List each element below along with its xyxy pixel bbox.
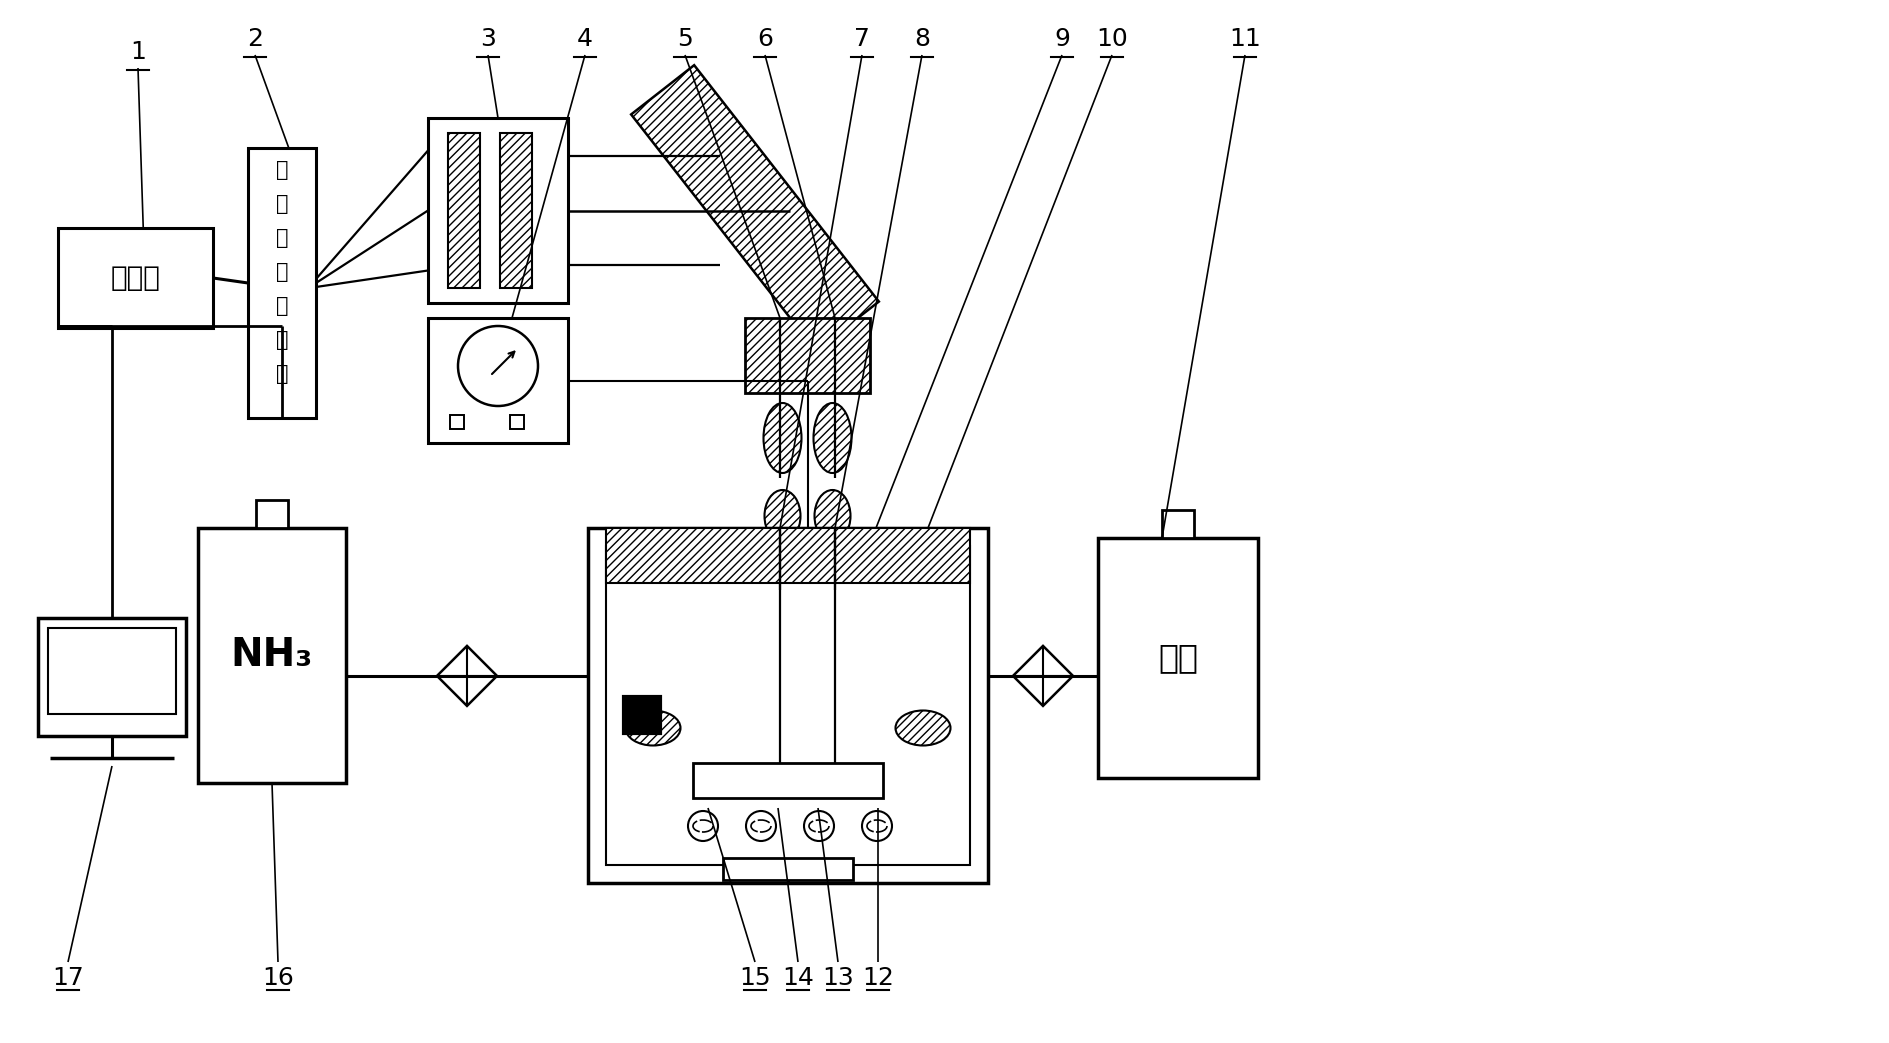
Text: 7: 7 bbox=[854, 27, 871, 51]
Text: 17: 17 bbox=[53, 966, 83, 990]
Text: 激光器: 激光器 bbox=[111, 264, 161, 292]
Text: 2: 2 bbox=[247, 27, 263, 51]
Bar bbox=[501, 134, 533, 288]
Ellipse shape bbox=[763, 403, 801, 472]
Text: 3: 3 bbox=[480, 27, 497, 51]
Text: 12: 12 bbox=[861, 966, 893, 990]
Bar bbox=[429, 318, 569, 443]
Ellipse shape bbox=[625, 710, 680, 746]
Bar bbox=[247, 148, 315, 418]
Text: 5: 5 bbox=[676, 27, 693, 51]
Text: 15: 15 bbox=[739, 966, 771, 990]
Bar bbox=[448, 134, 480, 288]
Text: 11: 11 bbox=[1230, 27, 1260, 51]
Bar bbox=[693, 763, 882, 798]
Text: 1: 1 bbox=[130, 40, 145, 64]
Text: 器: 器 bbox=[276, 364, 289, 384]
Bar bbox=[38, 618, 185, 736]
Text: 废气: 废气 bbox=[1158, 641, 1198, 675]
Bar bbox=[257, 500, 287, 528]
Text: 8: 8 bbox=[914, 27, 929, 51]
Text: 衍: 衍 bbox=[276, 160, 289, 180]
Text: 9: 9 bbox=[1054, 27, 1069, 51]
Bar bbox=[59, 228, 213, 328]
Bar bbox=[744, 318, 871, 393]
Bar bbox=[623, 696, 661, 734]
Polygon shape bbox=[631, 65, 878, 350]
Ellipse shape bbox=[814, 490, 850, 542]
Bar bbox=[744, 548, 871, 590]
Text: 16: 16 bbox=[263, 966, 295, 990]
Bar bbox=[623, 696, 661, 734]
Bar bbox=[587, 528, 988, 883]
Text: 射: 射 bbox=[276, 194, 289, 214]
Bar bbox=[450, 415, 465, 429]
Text: 10: 10 bbox=[1096, 27, 1128, 51]
Ellipse shape bbox=[895, 710, 950, 746]
Bar bbox=[606, 528, 969, 583]
Bar bbox=[510, 415, 523, 429]
Bar bbox=[198, 528, 346, 783]
Text: 束: 束 bbox=[276, 262, 289, 282]
Text: 分: 分 bbox=[276, 296, 289, 316]
Bar bbox=[47, 628, 176, 714]
Bar bbox=[429, 118, 569, 304]
Ellipse shape bbox=[765, 490, 801, 542]
Text: 14: 14 bbox=[782, 966, 814, 990]
Ellipse shape bbox=[814, 403, 852, 472]
Bar bbox=[1162, 510, 1194, 538]
Text: 束: 束 bbox=[276, 330, 289, 350]
Text: 光: 光 bbox=[276, 228, 289, 248]
Text: NH₃: NH₃ bbox=[230, 636, 314, 675]
Bar bbox=[1098, 538, 1258, 778]
Bar bbox=[723, 858, 854, 880]
Bar bbox=[606, 545, 969, 865]
Text: 6: 6 bbox=[757, 27, 773, 51]
Text: 4: 4 bbox=[576, 27, 593, 51]
Text: 13: 13 bbox=[822, 966, 854, 990]
